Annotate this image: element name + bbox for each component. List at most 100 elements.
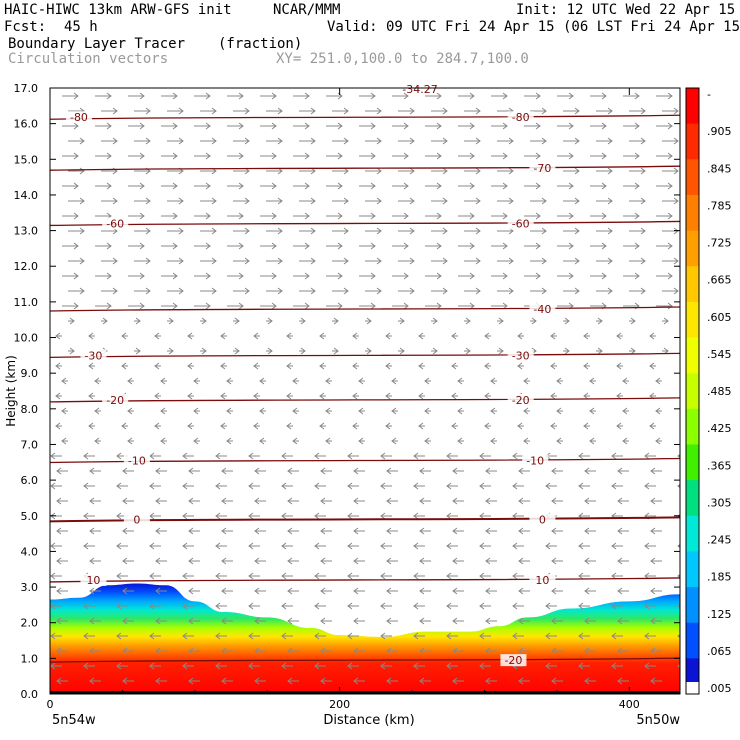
circulation-vector [622,407,629,415]
circulation-vector [254,647,266,655]
circulation-vector [497,167,514,175]
circulation-vector [413,482,425,490]
circulation-vector [386,467,398,475]
circulation-vector [149,482,161,490]
circulation-vector [524,152,541,160]
circulation-vector [155,587,167,595]
circulation-vector [550,422,557,430]
circulation-vector [226,437,233,445]
circulation-vector [497,257,514,265]
circulation-vector [94,407,101,415]
circulation-vector [398,197,415,205]
circulation-vector [583,332,590,340]
circulation-vector [55,392,62,400]
circulation-vector [452,617,464,625]
circulation-vector [551,587,563,595]
circulation-vector [530,317,537,325]
circulation-vector [431,167,448,175]
circulation-vector [89,587,101,595]
circulation-vector [128,182,145,190]
isotherm-label: -40 [533,303,551,316]
isotherm-line [50,657,680,663]
x-axis-title: Distance (km) [323,713,414,728]
circulation-vector [551,677,563,685]
isotherm-line [50,352,680,359]
y-tick-label: 13.0 [14,225,39,238]
circulation-vector [485,587,497,595]
circulation-vector [656,92,673,100]
circulation-vector [200,197,217,205]
circulation-vector [62,182,79,190]
circulation-vector [365,197,382,205]
circulation-vector [353,647,365,655]
isotherm-label-bg [500,654,527,667]
circulation-vector [248,452,260,460]
colorbar-swatch [686,551,699,588]
circulation-vector [266,347,273,355]
y-tick-label: 0.0 [21,688,39,701]
circulation-vector [326,182,343,190]
circulation-vector [253,392,260,400]
isotherm-line [50,516,680,523]
circulation-vector [194,182,211,190]
circulation-vector [68,257,85,265]
circulation-vector [380,572,392,580]
circulation-vector [347,452,359,460]
circulation-vector [530,107,547,115]
circulation-vector [128,272,145,280]
circulation-vector [458,272,475,280]
circulation-vector [221,587,233,595]
circulation-vector [227,92,244,100]
circulation-vector [215,452,227,460]
circulation-vector [188,617,200,625]
circulation-vector [299,137,316,145]
circulation-vector [233,107,250,115]
circulation-vector [392,152,409,160]
circulation-vector [392,182,409,190]
circulation-vector [259,377,266,385]
circulation-vector [446,662,458,670]
circulation-vector [491,212,508,220]
circulation-vector [128,212,145,220]
circulation-vector [497,197,514,205]
circulation-vector [386,527,398,535]
circulation-vector [431,317,438,325]
circulation-vector [134,107,151,115]
circulation-vector [352,392,359,400]
circulation-vector [332,317,339,325]
colorbar-label: .785 [707,199,732,212]
circulation-vector [365,137,382,145]
circulation-vector [50,572,62,580]
circulation-vector [332,167,349,175]
circulation-vector [524,212,541,220]
circulation-vector [380,452,392,460]
circulation-vector [95,302,112,310]
circulation-vector [154,422,161,430]
circulation-vector [167,347,174,355]
circulation-vector [497,137,514,145]
circulation-vector [188,587,200,595]
circulation-vector [584,587,596,595]
circulation-vector [56,527,68,535]
circulation-vector [491,242,508,250]
circulation-vector [596,257,613,265]
circulation-vector [649,422,656,430]
circulation-vector [590,182,607,190]
colorbar-label: .725 [707,237,732,250]
circulation-vector [358,377,365,385]
circulation-vector [512,452,524,460]
circulation-vector [320,527,332,535]
circulation-vector [385,332,392,340]
circulation-vector [353,467,365,475]
circulation-vector [551,647,563,655]
isotherm-label-bg [522,454,549,467]
circulation-vector [578,572,590,580]
circulation-vector [259,407,266,415]
circulation-vector [458,92,475,100]
circulation-vector [56,677,68,685]
circulation-vector [578,602,590,610]
circulation-vector [149,572,161,580]
circulation-vector [485,677,497,685]
circulation-vector [122,467,134,475]
circulation-vector [590,272,607,280]
